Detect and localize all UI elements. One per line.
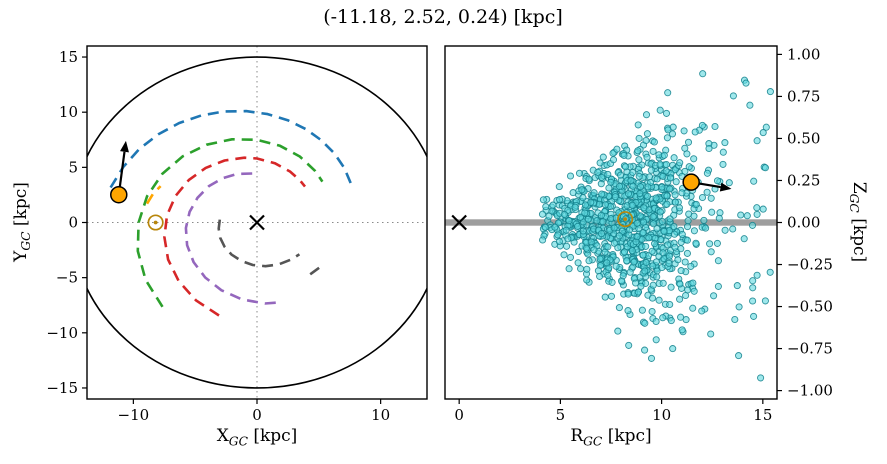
right-panel-x-axis-label: RGC [kpc] — [570, 426, 651, 448]
right-panel-y-axis-label: ZGC [kpc] — [847, 182, 869, 262]
y-tick-label: −0.50 — [787, 298, 833, 316]
galactic-center-x-marker — [249, 214, 265, 231]
y-tick-label: −1.00 — [787, 382, 833, 400]
axis-label-unit: [kpc] — [10, 182, 31, 232]
left-panel-x-axis-label: XGC [kpc] — [217, 426, 298, 448]
y-tick-label: 5 — [68, 158, 78, 176]
target-star-marker — [682, 173, 700, 191]
spiral-arm-norma-gray — [217, 219, 301, 268]
galactic-plane-xy-ticks: −10 0 10 −15 −10 −5 0 5 10 15 — [46, 48, 390, 424]
y-tick-label: 0.25 — [787, 171, 820, 189]
axis-label-base: Y — [10, 250, 31, 262]
meridional-rz-ticks: 0 5 10 15 1.00 0.75 0.50 0.25 0.00 −0.25 −0.50 −0.7… — [454, 45, 833, 424]
galactic-center-x-marker — [451, 214, 467, 231]
y-tick-label: −0.75 — [787, 340, 833, 358]
axis-label-subscript: GC — [228, 434, 248, 449]
y-tick-label: −5 — [56, 269, 78, 287]
y-tick-label: 10 — [59, 103, 78, 121]
y-tick-label: −0.25 — [787, 256, 833, 274]
spiral-arm-scutum-purple — [184, 172, 282, 305]
y-tick-label: 0.75 — [787, 87, 820, 105]
x-tick-label: −10 — [118, 406, 150, 424]
y-tick-label: −10 — [46, 324, 78, 342]
sun-symbol — [617, 211, 634, 228]
x-tick-label: 0 — [252, 406, 262, 424]
star-particle-scatter — [538, 70, 774, 382]
y-tick-label: 15 — [59, 48, 78, 66]
axis-label-subscript: GC — [583, 434, 603, 449]
spiral-arm-norma-gray-segment — [309, 263, 325, 276]
sun-symbol — [147, 214, 164, 231]
y-tick-label: 1.00 — [787, 45, 820, 63]
axis-label-unit: [kpc] — [247, 426, 298, 446]
spiral-arm-local-orange — [145, 185, 162, 205]
axis-label-base: R — [570, 426, 584, 446]
y-tick-label: 0.50 — [787, 129, 820, 147]
x-tick-label: 10 — [371, 406, 390, 424]
axis-label-base: Z — [849, 181, 870, 194]
spiral-arm-sagittarius-red — [163, 156, 307, 317]
x-tick-label: 15 — [753, 406, 772, 424]
y-tick-label: 0 — [68, 214, 78, 232]
x-tick-label: 10 — [652, 406, 671, 424]
spiral-arm-outer-blue — [109, 109, 352, 189]
left-panel-y-axis-label: YGC [kpc] — [11, 182, 33, 262]
axis-label-subscript: GC — [19, 231, 34, 251]
x-tick-label: 0 — [454, 406, 464, 424]
axis-label-subscript: GC — [846, 193, 861, 213]
x-tick-label: 5 — [556, 406, 566, 424]
axis-label-base: X — [216, 426, 229, 446]
axis-label-unit: [kpc] — [602, 426, 652, 446]
galactic-plane-xy-plot-area — [87, 46, 427, 399]
meridional-rz-plot-area — [445, 70, 777, 382]
axis-label-unit: [kpc] — [849, 212, 870, 263]
y-tick-label: 0.00 — [787, 214, 820, 232]
target-star-marker — [110, 185, 128, 204]
galaxy-boundary-circle — [87, 56, 427, 389]
y-tick-label: −15 — [46, 379, 78, 397]
figure-title: (-11.18, 2.52, 0.24) [kpc] — [323, 6, 563, 28]
spiral-arm-perseus-green — [136, 138, 324, 308]
